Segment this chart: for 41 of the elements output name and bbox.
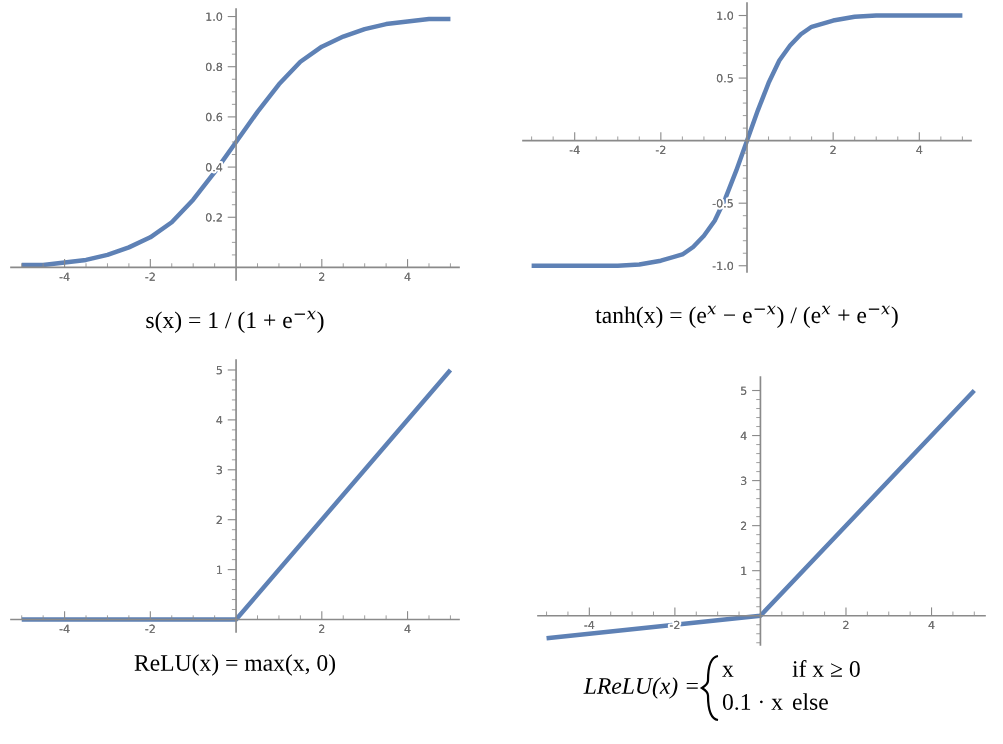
text: s(x) = 1 / (1 + e$^{−x}$) bbox=[146, 310, 324, 333]
y-tick-label: 5 bbox=[741, 386, 747, 395]
y-tick-label: 1.0 bbox=[717, 11, 734, 20]
x-tick-label: -4 bbox=[59, 272, 70, 281]
y-tick-label: 5 bbox=[216, 366, 222, 375]
text: ReLU(x) = max(x, 0) bbox=[134, 654, 336, 676]
x-tick-label: 4 bbox=[916, 145, 923, 154]
y-tick-label: 4 bbox=[740, 431, 747, 440]
x-tick-label: -4 bbox=[584, 620, 595, 630]
y-tick-label: 0.5 bbox=[716, 74, 733, 83]
text: tanh(x) = (e$^{x}$ − e$^{−x}$) / (e$^{x}$ + e$^{−x}$) bbox=[595, 305, 898, 328]
y-tick-label: 0.2 bbox=[205, 213, 222, 222]
y-tick-label: 2 bbox=[216, 515, 222, 524]
x-tick-label: -2 bbox=[145, 624, 155, 633]
y-tick-label: 0.6 bbox=[205, 112, 223, 122]
y-tick-label: -1.0 bbox=[712, 261, 734, 271]
x-tick-label: -4 bbox=[569, 145, 580, 154]
text: LReLU(x) = bbox=[583, 677, 698, 699]
x-tick-label: 4 bbox=[404, 272, 411, 281]
x-tick-label: 2 bbox=[830, 145, 836, 154]
y-tick-label: 3 bbox=[216, 465, 222, 475]
y-tick-label: 3 bbox=[741, 476, 747, 485]
text: if x ≥ 0 bbox=[792, 660, 860, 677]
x-tick-label: -2 bbox=[145, 272, 155, 281]
x-tick-label: -4 bbox=[59, 624, 70, 633]
y-tick-label: 1.0 bbox=[206, 12, 223, 21]
x-tick-label: 4 bbox=[404, 624, 411, 633]
y-tick-label: 1 bbox=[217, 565, 222, 574]
y-tick-label: 0.8 bbox=[205, 62, 223, 72]
text: 0.1 · x bbox=[722, 693, 783, 711]
x-tick-label: 2 bbox=[319, 624, 325, 633]
text: else bbox=[792, 693, 828, 710]
y-tick-label: 1 bbox=[741, 566, 747, 575]
x-tick-label: 4 bbox=[928, 620, 935, 630]
y-tick-label: 4 bbox=[216, 416, 223, 425]
text: x bbox=[722, 665, 734, 677]
x-tick-label: 2 bbox=[319, 272, 325, 281]
line-series bbox=[529, 13, 965, 268]
x-tick-label: -2 bbox=[655, 145, 666, 154]
y-tick-label: 2 bbox=[740, 521, 747, 530]
x-tick-label: 2 bbox=[843, 620, 849, 630]
